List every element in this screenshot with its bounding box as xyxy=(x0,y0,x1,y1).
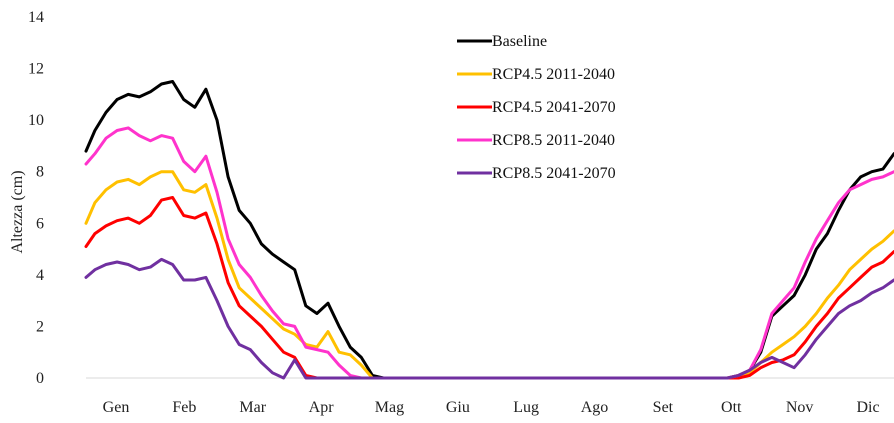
legend: Baseline RCP4.5 2011-2040 RCP4.5 2041-2070… xyxy=(457,33,616,182)
series-line-1 xyxy=(84,170,894,380)
x-tick-label: Lug xyxy=(513,399,539,416)
x-tick-label: Gen xyxy=(103,399,130,416)
x-axis-ticks: Gen Feb Mar Apr Mag Giu Lug Ago Set Ott Nov Dic xyxy=(103,399,880,416)
x-tick-label: Set xyxy=(653,399,674,416)
x-tick-label: Nov xyxy=(786,399,814,416)
x-tick-label: Ago xyxy=(581,399,609,416)
y-tick-label: 12 xyxy=(28,61,44,78)
x-tick-label: Ott xyxy=(721,399,742,416)
y-axis-label: Altezza (cm) xyxy=(9,170,26,253)
series-line-0 xyxy=(84,80,894,380)
x-tick-label: Mag xyxy=(375,399,404,416)
legend-entry-label: Baseline xyxy=(492,33,547,50)
y-tick-label: 4 xyxy=(36,267,44,284)
x-tick-label: Mar xyxy=(239,399,266,416)
y-tick-label: 14 xyxy=(28,9,44,26)
legend-entry-label: RCP4.5 2011-2040 xyxy=(492,66,615,83)
y-tick-label: 10 xyxy=(28,112,44,129)
series-lines xyxy=(84,80,894,380)
legend-entry-label: RCP4.5 2041-2070 xyxy=(492,99,616,116)
series-line-4 xyxy=(84,257,894,380)
y-tick-label: 8 xyxy=(36,164,44,181)
y-tick-label: 2 xyxy=(36,318,44,335)
x-tick-label: Giu xyxy=(446,399,470,416)
legend-entry-label: RCP8.5 2041-2070 xyxy=(492,165,616,182)
x-tick-label: Apr xyxy=(309,399,335,416)
legend-entry-label: RCP8.5 2011-2040 xyxy=(492,132,615,149)
x-tick-label: Feb xyxy=(172,399,196,416)
series-line-3 xyxy=(84,126,894,380)
y-axis-ticks: 0 2 4 6 8 10 12 14 xyxy=(28,9,44,387)
y-tick-label: 6 xyxy=(36,215,44,232)
x-tick-label: Dic xyxy=(856,399,879,416)
y-tick-label: 0 xyxy=(36,370,44,387)
